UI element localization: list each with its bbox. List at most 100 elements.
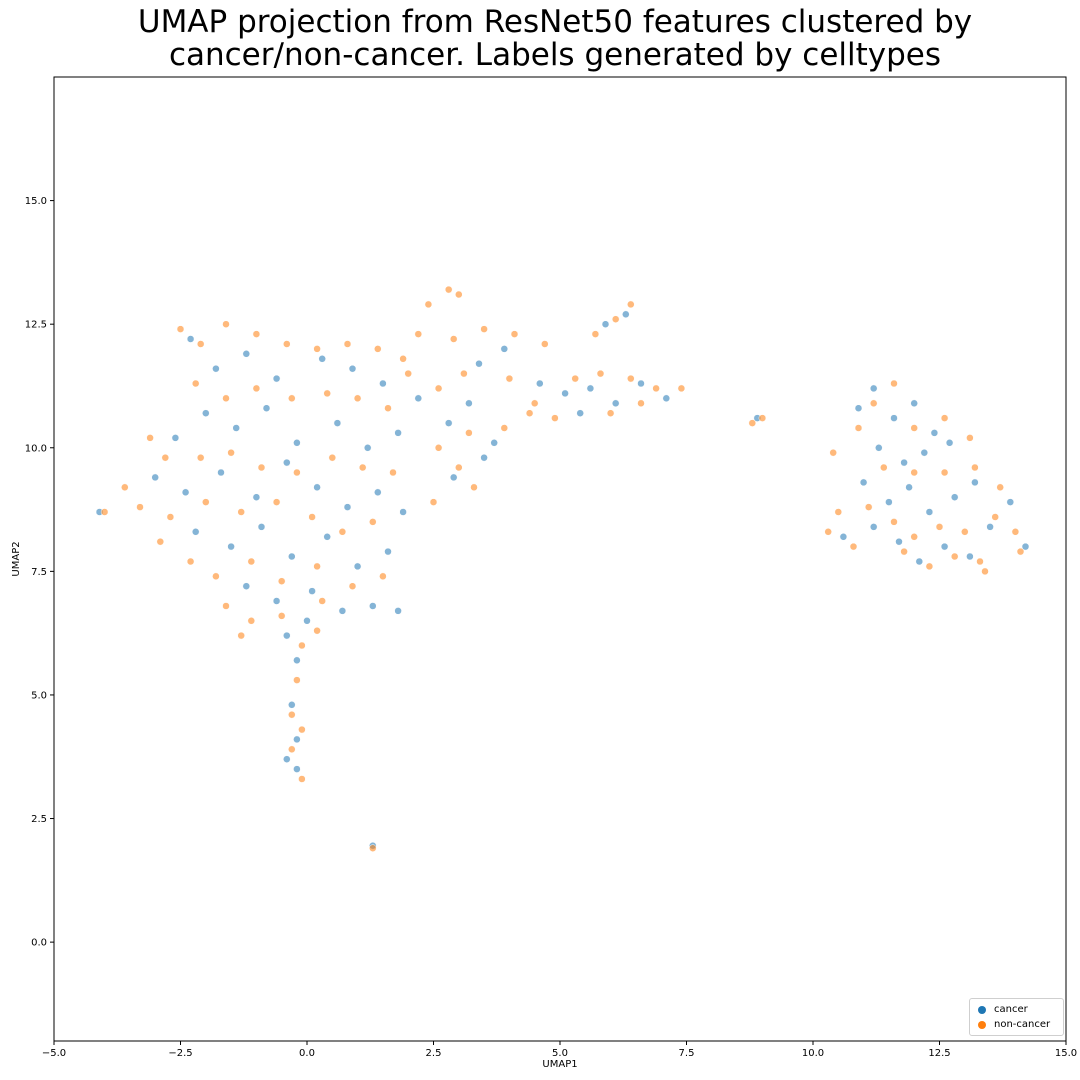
point-non-cancer-30 <box>272 498 281 506</box>
y-tick-label: 7.5 <box>31 567 47 578</box>
point-cancer-81 <box>915 557 924 566</box>
point-cancer-83 <box>966 552 974 561</box>
point-non-cancer-29 <box>237 508 245 516</box>
point-cancer-87 <box>839 533 848 541</box>
legend: cancer non-cancer <box>969 998 1064 1036</box>
point-cancer-26 <box>257 523 266 531</box>
point-non-cancer-65 <box>541 340 549 348</box>
point-cancer-36 <box>394 607 402 615</box>
point-non-cancer-57 <box>434 384 443 393</box>
point-cancer-34 <box>338 607 347 615</box>
point-cancer-75 <box>905 483 913 492</box>
point-non-cancer-88 <box>758 414 767 422</box>
point-cancer-85 <box>1006 498 1015 506</box>
point-non-cancer-91 <box>849 542 858 551</box>
point-non-cancer-52 <box>288 745 296 754</box>
point-cancer-52 <box>449 473 458 482</box>
point-cancer-50 <box>465 399 473 408</box>
point-non-cancer-70 <box>434 444 443 452</box>
legend-marker-non-cancer <box>978 1020 986 1029</box>
point-cancer-27 <box>288 552 296 561</box>
point-non-cancer-107 <box>935 523 944 531</box>
point-non-cancer-36 <box>212 572 220 581</box>
point-non-cancer-4 <box>283 340 291 348</box>
y-tick-label: 15.0 <box>25 196 47 207</box>
x-tick-label: 7.5 <box>679 1048 695 1059</box>
point-cancer-22 <box>374 488 382 497</box>
point-cancer-62 <box>601 320 610 328</box>
point-cancer-5 <box>348 364 357 373</box>
y-tick-label: 5.0 <box>31 690 47 701</box>
point-non-cancer-77 <box>596 369 605 378</box>
point-cancer-3 <box>272 374 281 383</box>
point-non-cancer-114 <box>981 567 989 576</box>
legend-item-non-cancer: non-cancer <box>978 1019 1050 1030</box>
point-cancer-15 <box>151 473 159 482</box>
point-non-cancer-49 <box>293 676 301 684</box>
y-tick-label: 2.5 <box>31 814 47 825</box>
point-non-cancer-58 <box>424 300 433 309</box>
point-cancer-69 <box>875 444 883 452</box>
point-non-cancer-47 <box>298 641 306 650</box>
point-cancer-10 <box>262 404 271 412</box>
point-non-cancer-73 <box>470 483 478 492</box>
point-non-cancer-61 <box>414 330 423 338</box>
point-cancer-37 <box>283 631 291 640</box>
point-non-cancer-103 <box>996 483 1004 492</box>
point-non-cancer-69 <box>465 429 473 437</box>
plot-area <box>53 76 1067 1042</box>
point-cancer-19 <box>283 458 291 467</box>
point-cancer-46 <box>414 394 423 403</box>
point-non-cancer-16 <box>146 434 154 442</box>
point-cancer-60 <box>576 409 584 417</box>
point-cancer-23 <box>399 508 407 516</box>
point-cancer-65 <box>869 384 878 393</box>
point-non-cancer-87 <box>748 419 757 427</box>
legend-label-non-cancer: non-cancer <box>994 1019 1051 1030</box>
point-cancer-14 <box>394 429 402 437</box>
point-cancer-33 <box>308 587 316 595</box>
point-non-cancer-39 <box>313 562 321 571</box>
point-non-cancer-93 <box>854 424 863 432</box>
point-non-cancer-0 <box>176 325 185 333</box>
point-non-cancer-15 <box>384 404 392 412</box>
point-non-cancer-9 <box>191 379 200 388</box>
point-cancer-61 <box>622 310 630 319</box>
point-non-cancer-18 <box>196 453 205 462</box>
point-non-cancer-26 <box>136 503 144 511</box>
point-cancer-72 <box>945 439 954 447</box>
x-tick-label: 15.0 <box>1055 1048 1077 1059</box>
point-cancer-70 <box>900 458 908 467</box>
point-cancer-30 <box>384 547 392 556</box>
point-non-cancer-89 <box>824 528 832 536</box>
point-cancer-59 <box>662 394 671 403</box>
point-non-cancer-41 <box>379 572 387 581</box>
point-non-cancer-60 <box>455 290 463 299</box>
point-cancer-20 <box>313 483 321 492</box>
point-non-cancer-72 <box>429 498 438 506</box>
point-non-cancer-46 <box>237 631 245 640</box>
point-non-cancer-40 <box>348 582 357 590</box>
point-non-cancer-80 <box>677 384 686 393</box>
point-non-cancer-67 <box>505 374 514 383</box>
point-non-cancer-101 <box>940 468 949 477</box>
x-tick-label: 2.5 <box>426 1048 442 1059</box>
point-cancer-21 <box>343 503 352 511</box>
point-cancer-43 <box>293 765 301 773</box>
point-non-cancer-96 <box>910 424 918 432</box>
point-non-cancer-99 <box>880 463 888 472</box>
point-non-cancer-33 <box>369 518 377 526</box>
point-non-cancer-104 <box>864 503 873 511</box>
point-non-cancer-17 <box>161 453 170 462</box>
point-non-cancer-97 <box>940 414 949 422</box>
point-non-cancer-112 <box>925 562 934 571</box>
point-cancer-8 <box>202 409 210 417</box>
point-non-cancer-24 <box>389 468 397 477</box>
point-cancer-55 <box>561 389 569 398</box>
point-cancer-51 <box>490 439 498 447</box>
legend-label-cancer: cancer <box>994 1004 1028 1015</box>
point-non-cancer-100 <box>910 468 918 477</box>
point-non-cancer-54 <box>369 844 377 852</box>
point-non-cancer-11 <box>252 384 261 393</box>
point-non-cancer-14 <box>353 394 362 403</box>
